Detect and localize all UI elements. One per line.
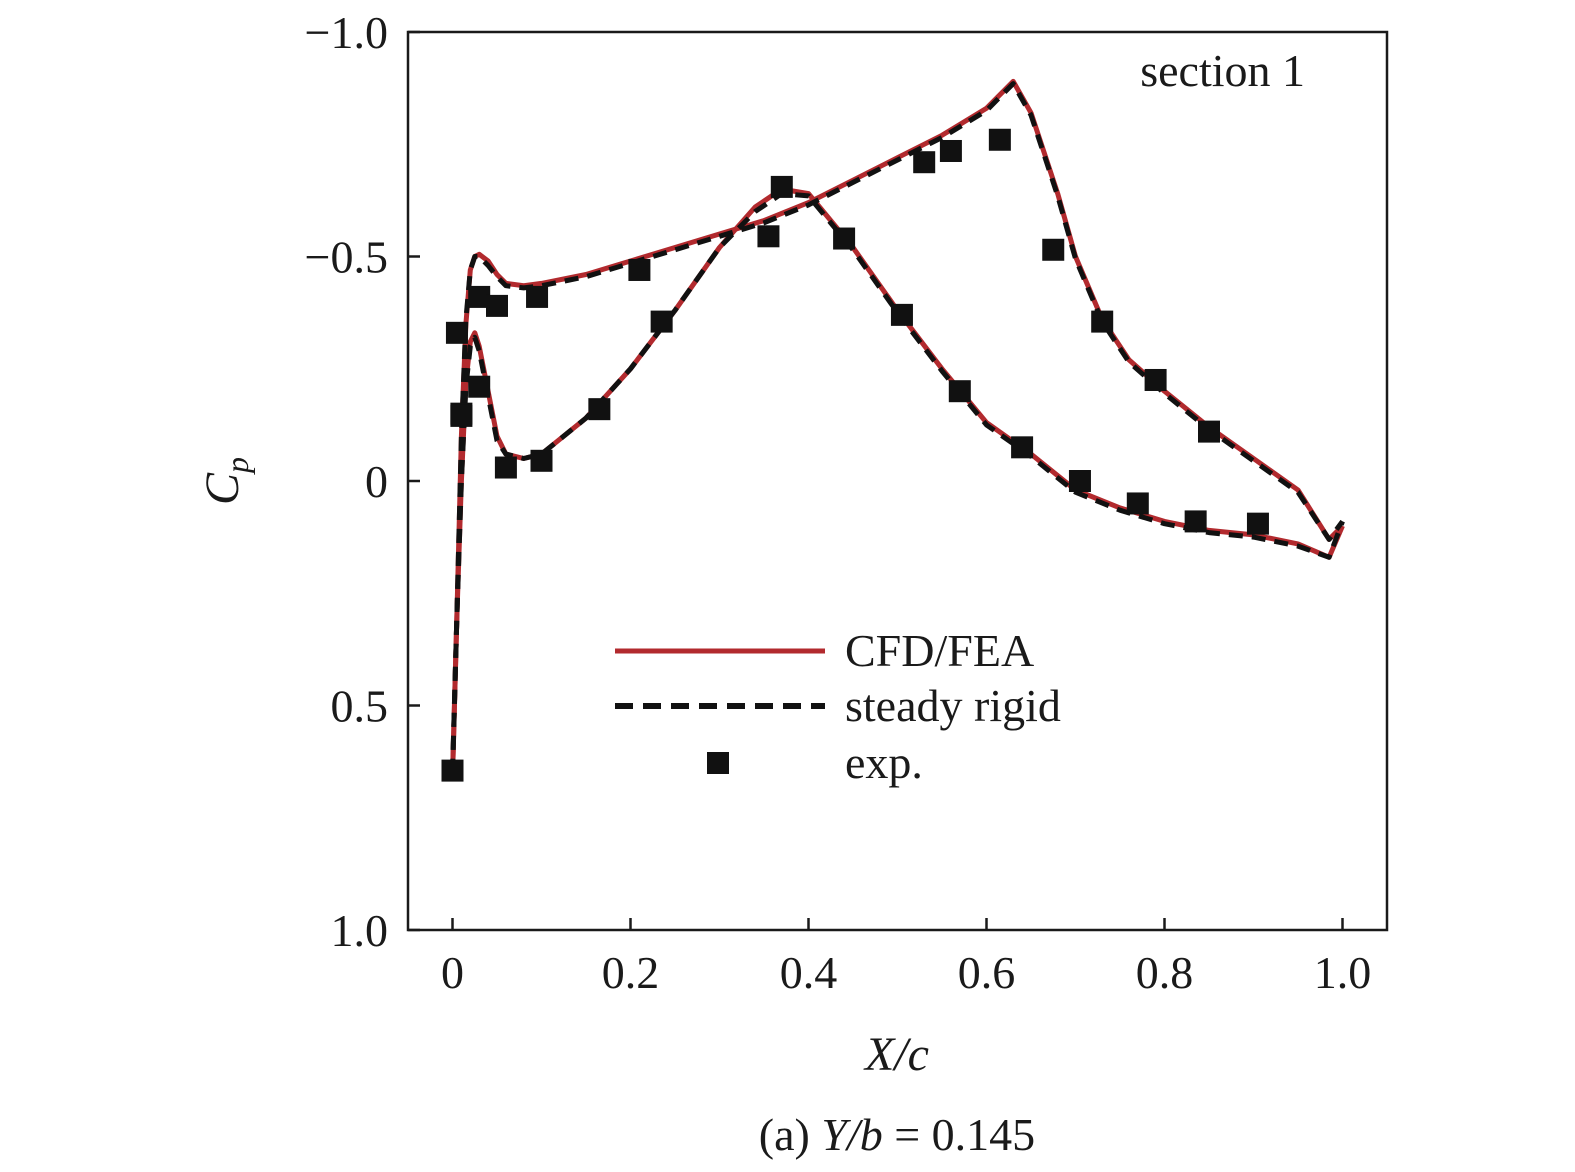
markers-layer — [441, 128, 1269, 782]
exp-data-point — [833, 227, 856, 250]
exp-data-point — [650, 310, 673, 333]
x-tick-label: 0.8 — [1136, 947, 1194, 998]
y-tick-label: 0 — [365, 456, 388, 507]
exp-data-point — [770, 175, 793, 198]
exp-data-point — [468, 285, 491, 308]
annotation-section-label: section 1 — [1140, 45, 1305, 96]
exp-data-point — [441, 759, 464, 782]
exp-data-point — [445, 321, 468, 344]
exp-data-point — [988, 128, 1011, 151]
exp-data-point — [526, 285, 549, 308]
exp-data-point — [1144, 368, 1167, 391]
figure-caption: (a) Y/b = 0.145 — [759, 1109, 1035, 1160]
exp-data-point — [1198, 420, 1220, 443]
x-tick-label: 0.4 — [780, 947, 838, 998]
x-tick-label: 0.2 — [602, 947, 660, 998]
legend-label-exp: exp. — [845, 737, 923, 788]
exp-data-point — [494, 456, 517, 479]
exp-data-point — [1126, 492, 1149, 515]
exp-data-point — [468, 375, 491, 398]
plot-area — [406, 30, 1389, 932]
legend: CFD/FEA steady rigid exp. — [615, 625, 1061, 788]
y-tick-label: 0.5 — [331, 681, 389, 732]
exp-data-point — [890, 303, 913, 326]
plot-frame — [406, 30, 1389, 932]
exp-data-point — [948, 380, 971, 403]
exp-data-point — [1246, 512, 1269, 535]
y-axis-title-main: C — [196, 472, 249, 505]
steady-rigid-lower-line — [450, 191, 1345, 773]
caption-prefix: (a) — [759, 1109, 822, 1160]
legend-label-cfd-fea: CFD/FEA — [845, 625, 1034, 676]
exp-data-point — [1068, 470, 1091, 492]
exp-data-point — [628, 258, 651, 281]
exp-data-point — [1042, 238, 1065, 261]
exp-data-point — [939, 139, 962, 162]
exp-data-point — [757, 225, 780, 248]
y-axis-title: Cp — [196, 457, 255, 505]
exp-data-point — [486, 294, 508, 317]
axes: 0 0.2 0.4 0.6 0.8 1.0 −1.0 −0.5 0 0.5 1.0 — [305, 7, 1372, 998]
y-tick-label: −0.5 — [305, 232, 388, 283]
exp-data-point — [913, 151, 936, 174]
y-tick-label: −1.0 — [305, 7, 388, 58]
y-axis-title-sub: p — [219, 457, 255, 475]
exp-data-point — [1091, 310, 1114, 333]
x-axis-title: X/c — [863, 1028, 929, 1081]
exp-data-point — [588, 398, 611, 421]
steady-rigid-upper-line — [450, 81, 1345, 773]
x-tick-label: 0.6 — [958, 947, 1016, 998]
caption-suffix: = 0.145 — [883, 1109, 1035, 1160]
x-tick-label: 0 — [441, 947, 464, 998]
exp-data-point — [450, 404, 473, 427]
exp-data-point — [1011, 436, 1034, 459]
y-tick-label: 1.0 — [331, 905, 389, 956]
exp-data-point — [1184, 510, 1207, 533]
caption-variable: Y/b — [821, 1109, 882, 1160]
exp-data-point — [530, 449, 553, 472]
legend-swatch-exp — [707, 752, 729, 774]
x-tick-label: 1.0 — [1314, 947, 1372, 998]
legend-label-steady-rigid: steady rigid — [845, 680, 1061, 731]
